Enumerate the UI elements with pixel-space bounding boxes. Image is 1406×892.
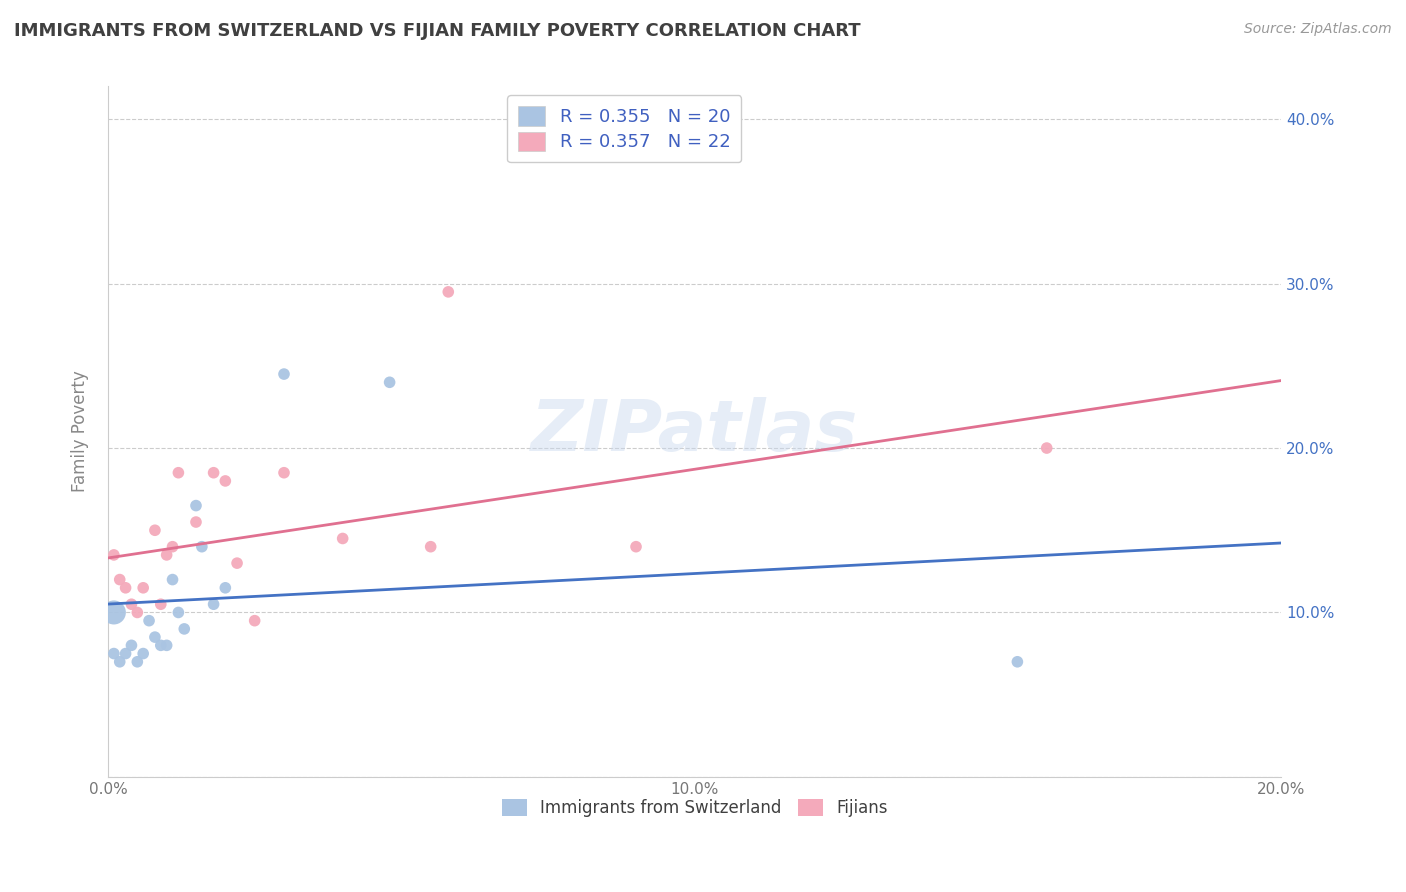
Point <box>156 638 179 652</box>
Point <box>127 606 149 620</box>
Point <box>184 515 207 529</box>
Point <box>226 556 249 570</box>
Point <box>103 647 125 661</box>
Point <box>143 523 166 537</box>
Point <box>103 606 125 620</box>
Y-axis label: Family Poverty: Family Poverty <box>72 371 89 492</box>
Point <box>184 499 207 513</box>
Point <box>132 581 155 595</box>
Point <box>149 638 172 652</box>
Point <box>114 581 136 595</box>
Point <box>162 540 184 554</box>
Point <box>127 655 149 669</box>
Point <box>108 573 131 587</box>
Text: ZIPatlas: ZIPatlas <box>531 397 859 467</box>
Point <box>156 548 179 562</box>
Point <box>173 622 195 636</box>
Point <box>332 532 354 546</box>
Point <box>273 367 295 381</box>
Point <box>114 647 136 661</box>
Point <box>273 466 295 480</box>
Point <box>202 597 225 611</box>
Point <box>120 597 142 611</box>
Text: Source: ZipAtlas.com: Source: ZipAtlas.com <box>1244 22 1392 37</box>
Point <box>214 581 236 595</box>
Point <box>419 540 441 554</box>
Point <box>1035 441 1057 455</box>
Text: IMMIGRANTS FROM SWITZERLAND VS FIJIAN FAMILY POVERTY CORRELATION CHART: IMMIGRANTS FROM SWITZERLAND VS FIJIAN FA… <box>14 22 860 40</box>
Point <box>202 466 225 480</box>
Point <box>132 647 155 661</box>
Point <box>624 540 647 554</box>
Point <box>162 573 184 587</box>
Point <box>138 614 160 628</box>
Point <box>103 548 125 562</box>
Point <box>437 285 460 299</box>
Point <box>243 614 266 628</box>
Point <box>378 376 401 390</box>
Point <box>191 540 214 554</box>
Point <box>167 606 190 620</box>
Point <box>167 466 190 480</box>
Point <box>149 597 172 611</box>
Point <box>214 474 236 488</box>
Legend: Immigrants from Switzerland, Fijians: Immigrants from Switzerland, Fijians <box>495 792 894 824</box>
Point <box>120 638 142 652</box>
Point <box>143 630 166 644</box>
Point <box>108 655 131 669</box>
Point <box>1007 655 1029 669</box>
